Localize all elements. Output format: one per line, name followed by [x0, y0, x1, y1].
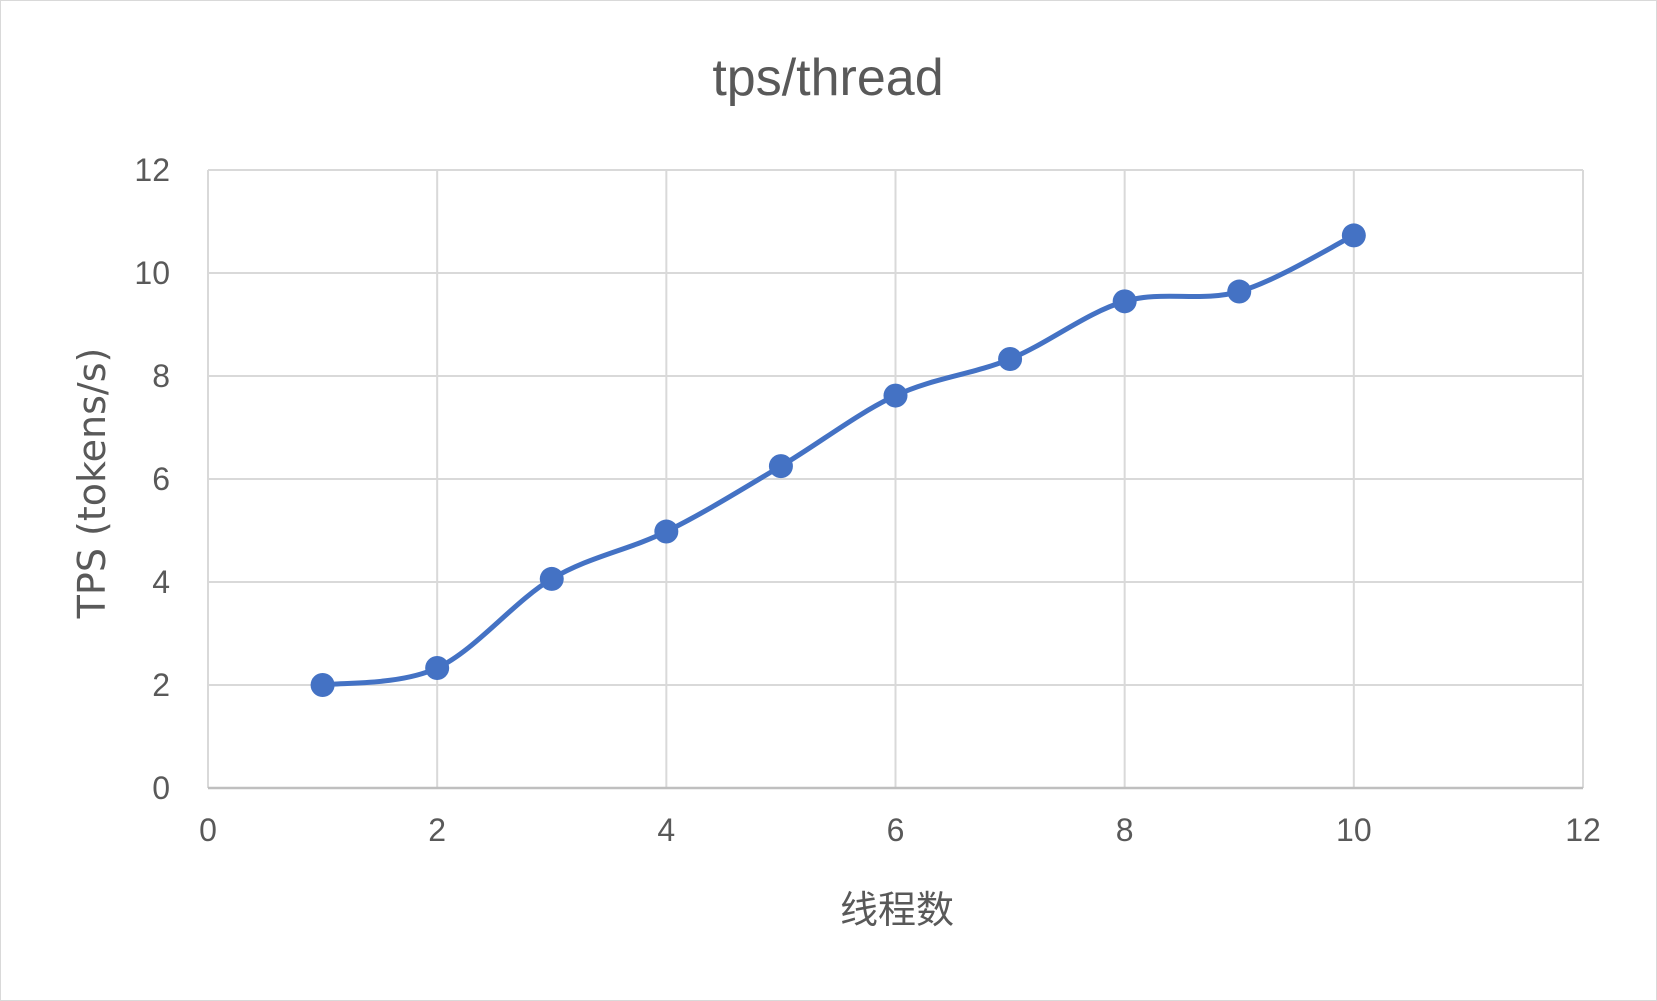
y-tick-label: 10 — [134, 255, 170, 291]
y-tick-label: 12 — [134, 152, 170, 188]
x-tick-label: 0 — [199, 812, 217, 848]
data-point — [998, 347, 1023, 372]
x-axis-label: 线程数 — [840, 888, 954, 932]
x-tick-label: 12 — [1565, 812, 1601, 848]
series-line — [320, 232, 1357, 688]
gridlines — [207, 169, 1584, 788]
data-point — [768, 454, 793, 479]
x-tick-label: 4 — [657, 812, 675, 848]
data-point — [654, 519, 679, 544]
data-point — [425, 656, 450, 681]
chart-title: tps/thread — [712, 49, 943, 107]
data-point — [1341, 223, 1366, 248]
data-point — [1112, 289, 1137, 314]
y-tick-label: 6 — [152, 461, 170, 497]
x-tick-label: 6 — [887, 812, 905, 848]
data-point — [310, 673, 335, 697]
data-point — [883, 383, 908, 408]
data-point — [539, 566, 564, 591]
data-series — [310, 223, 1366, 697]
tick-labels: 0 2 4 6 8 10 12 0 2 4 6 8 10 12 — [134, 152, 1600, 848]
x-tick-label: 8 — [1116, 812, 1134, 848]
y-axis-label: TPS (tokens/s) — [70, 348, 114, 620]
x-tick-label: 10 — [1336, 812, 1372, 848]
y-tick-label: 0 — [152, 770, 170, 806]
x-tick-label: 2 — [428, 812, 446, 848]
y-tick-label: 4 — [152, 564, 170, 600]
data-point — [1227, 279, 1252, 304]
y-tick-label: 2 — [152, 667, 170, 703]
y-tick-label: 8 — [152, 358, 170, 394]
